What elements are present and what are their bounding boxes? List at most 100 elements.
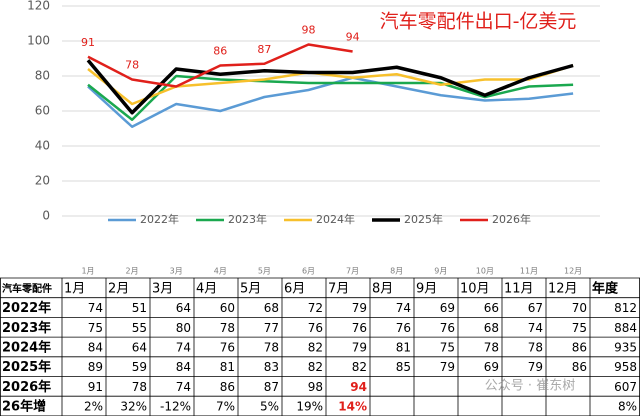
table-cell: 2% — [84, 400, 103, 414]
data-label: 94 — [346, 31, 360, 44]
y-tick-label: 80 — [35, 69, 50, 83]
series-line — [87, 43, 353, 88]
table-cell: 64 — [176, 301, 191, 315]
table-cell: 78 — [220, 321, 235, 335]
table-header: 汽车零配件 — [2, 282, 52, 295]
x-tick-label: 12月 — [564, 267, 582, 276]
table-cell: 76 — [396, 321, 411, 335]
table-header: 2026年 — [2, 379, 51, 395]
table-cell: 86 — [220, 380, 235, 394]
table-cell: 79 — [528, 360, 543, 374]
table-header: 3月 — [152, 281, 173, 296]
table-cell: 51 — [132, 301, 147, 315]
table-cell: 5% — [260, 400, 279, 414]
x-tick-label: 8月 — [390, 267, 403, 276]
table-cell: 89 — [88, 360, 103, 374]
table-cell: 82 — [308, 360, 323, 374]
table-cell: 74 — [396, 301, 411, 315]
table-cell: 74 — [528, 321, 543, 335]
data-label: 87 — [257, 43, 271, 56]
table-cell: 82 — [308, 340, 323, 354]
table-cell: 86 — [572, 340, 587, 354]
series-line — [87, 74, 574, 121]
table-cell: 74 — [176, 340, 191, 354]
legend-label: 2024年 — [316, 212, 355, 226]
table-cell: 69 — [484, 360, 499, 374]
table-cell: 83 — [264, 360, 279, 374]
y-tick-label: 100 — [27, 34, 50, 48]
table-cell: 607 — [614, 380, 637, 394]
table-cell: 80 — [176, 321, 191, 335]
legend-label: 2022年 — [140, 212, 179, 226]
x-tick-label: 3月 — [170, 267, 183, 276]
table-cell: 84 — [176, 360, 191, 374]
data-label: 86 — [213, 45, 227, 58]
table-cell: 68 — [484, 321, 499, 335]
table-cell: 60 — [220, 301, 235, 315]
table-header: 5月 — [240, 281, 261, 296]
table-cell: 884 — [614, 321, 637, 335]
table-cell: 7% — [216, 400, 235, 414]
y-tick-label: 120 — [27, 0, 50, 13]
table-cell: 78 — [484, 340, 499, 354]
table-cell: 79 — [352, 340, 367, 354]
table-cell: 68 — [264, 301, 279, 315]
table-cell: 85 — [396, 360, 411, 374]
table-cell: 78 — [264, 340, 279, 354]
table-cell: 74 — [88, 301, 103, 315]
table-header: 2025年 — [2, 359, 51, 375]
table-header: 4月 — [196, 281, 217, 296]
table-header: 2023年 — [2, 320, 51, 336]
series-line — [86, 59, 574, 115]
table-cell: 32% — [120, 400, 147, 414]
chart-title: 汽车零配件出口-亿美元 — [380, 11, 577, 33]
table-cell: 64 — [132, 340, 147, 354]
data-label: 98 — [302, 24, 316, 37]
table-cell: 935 — [614, 340, 637, 354]
table-cell: 76 — [220, 340, 235, 354]
table-cell: 74 — [176, 380, 191, 394]
x-tick-label: 9月 — [434, 267, 447, 276]
y-tick-label: 0 — [42, 209, 50, 223]
table-cell: 812 — [614, 301, 637, 315]
table-cell: 8% — [618, 400, 637, 414]
table-cell: 91 — [88, 380, 103, 394]
table-cell: 14% — [338, 400, 367, 414]
table-cell: 86 — [572, 360, 587, 374]
table-cell: 75 — [88, 321, 103, 335]
table-cell: 75 — [572, 321, 587, 335]
y-tick-label: 40 — [35, 139, 50, 153]
table-header: 2月 — [108, 281, 129, 296]
table-header: 1月 — [64, 281, 85, 296]
table-cell: 87 — [264, 380, 279, 394]
y-tick-label: 60 — [35, 104, 50, 118]
table-cell: -12% — [160, 400, 191, 414]
x-tick-label: 7月 — [346, 267, 359, 276]
table-cell: 78 — [132, 380, 147, 394]
table-cell: 19% — [296, 400, 323, 414]
table-cell: 81 — [220, 360, 235, 374]
table-header: 11月 — [504, 281, 534, 296]
series-line — [87, 64, 574, 106]
table-cell: 76 — [352, 321, 367, 335]
table-cell: 69 — [440, 301, 455, 315]
legend-label: 2023年 — [228, 212, 267, 226]
x-tick-label: 10月 — [476, 267, 494, 276]
table-header: 2022年 — [2, 300, 51, 316]
data-label: 78 — [125, 59, 139, 72]
y-tick-label: 20 — [35, 174, 50, 188]
watermark: 公众号 · 崔东树 — [485, 378, 575, 394]
table-cell: 958 — [614, 360, 637, 374]
table-cell: 94 — [350, 380, 367, 394]
table-header: 9月 — [416, 281, 437, 296]
table-header: 年度 — [592, 280, 619, 296]
table-header: 12月 — [548, 281, 578, 296]
table-header: 2024年 — [2, 339, 51, 355]
legend-label: 2025年 — [404, 212, 443, 226]
table-cell: 70 — [572, 301, 587, 315]
table-header: 10月 — [460, 281, 490, 296]
table-cell: 59 — [132, 360, 147, 374]
x-tick-label: 2月 — [126, 267, 139, 276]
data-label: 91 — [81, 36, 95, 49]
